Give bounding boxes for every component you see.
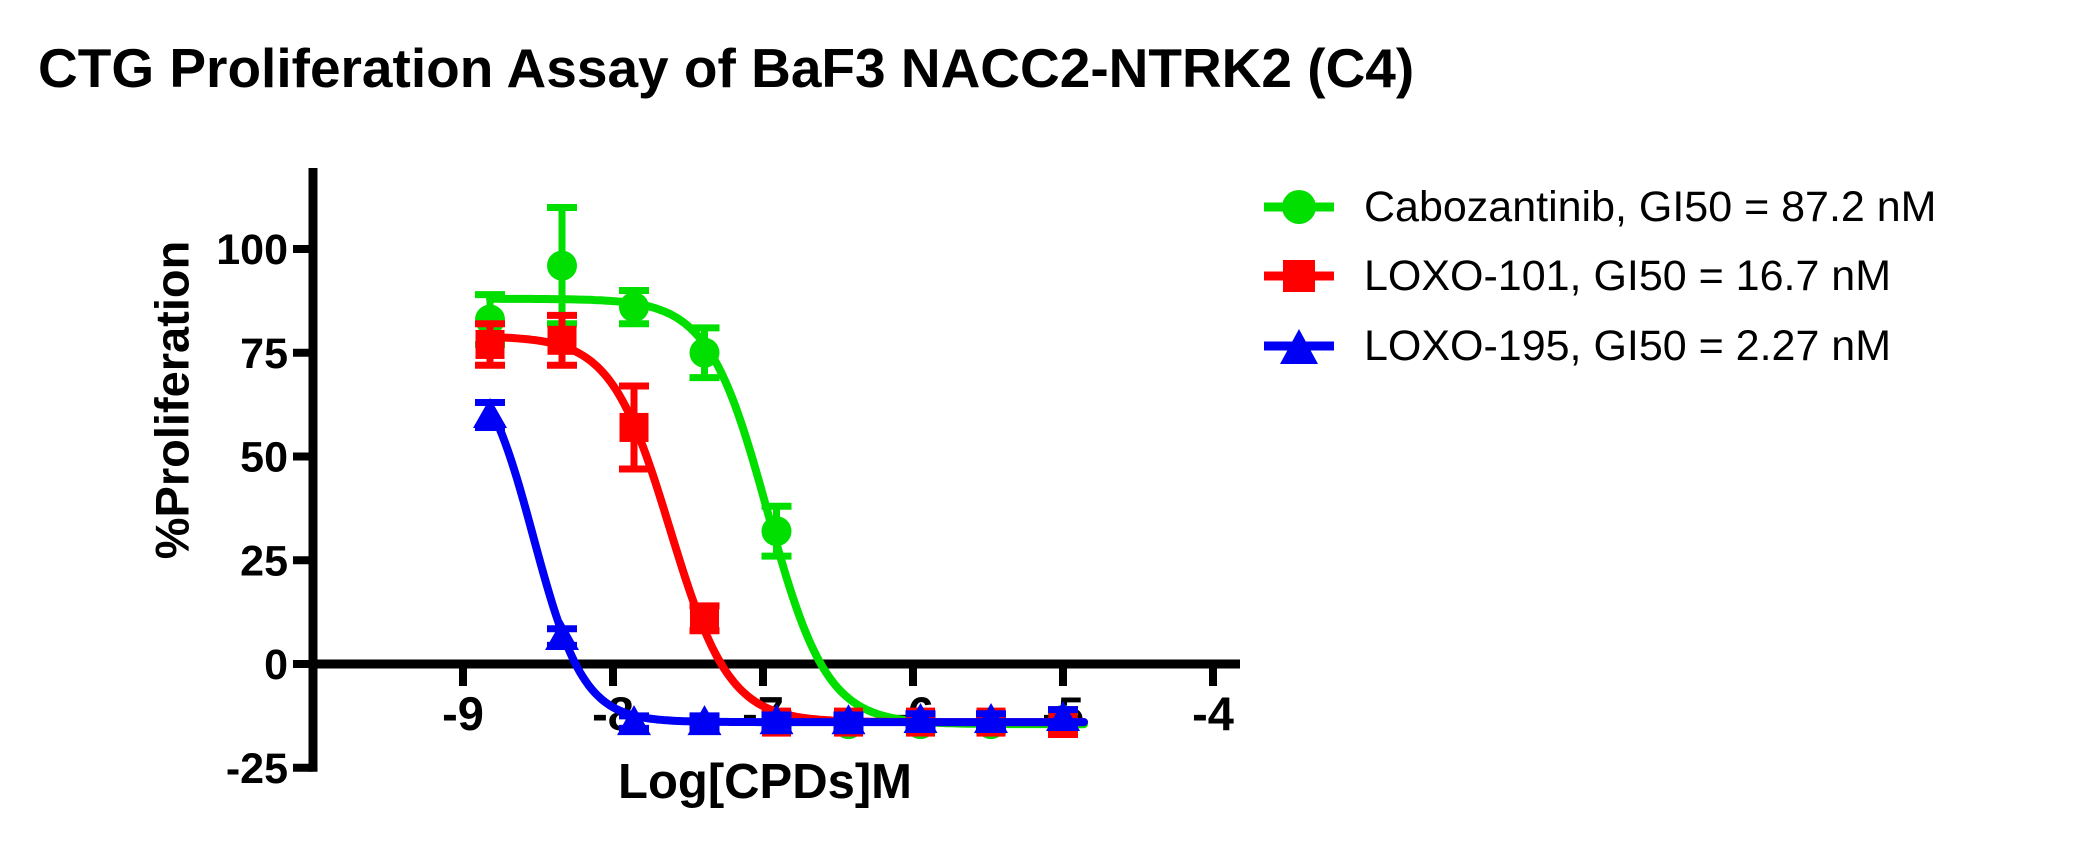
data-point-triangle [617,705,651,736]
x-tick-label: -4 [1192,687,1234,740]
y-tick-label: 50 [240,434,288,482]
circle-marker-icon [1264,190,1334,224]
y-tick-label: 25 [240,537,288,585]
data-point-triangle [831,704,866,735]
data-point-triangle [473,398,507,428]
data-point-circle [547,250,577,281]
data-point-square [475,329,505,359]
y-tick-label: -25 [226,745,288,793]
data-point-triangle [545,620,579,651]
legend-label-loxo-195: LOXO-195, GI50 = 2.27 nM [1364,321,1892,370]
data-point-circle [761,516,792,547]
data-point-triangle [687,705,722,736]
x-tick-label: -9 [442,687,484,740]
data-point-circle [689,337,720,368]
data-point-square [547,325,577,355]
data-point-circle [619,292,649,323]
y-tick-label: 75 [240,330,288,378]
legend-label-cabozantinib: Cabozantinib, GI50 = 87.2 nM [1364,182,1937,231]
y-tick-label: 100 [216,226,288,274]
square-marker-icon [1264,260,1334,292]
data-point-triangle [903,703,938,734]
data-point-square [690,603,719,633]
data-point-triangle [759,704,794,735]
triangle-marker-icon [1264,329,1334,364]
y-tick-label: 0 [264,641,288,689]
chart-title: CTG Proliferation Assay of BaF3 NACC2-NT… [38,37,1415,99]
data-point-square [619,412,649,442]
legend-square-red [1283,260,1315,292]
x-axis-title: Log[CPDs]M [618,755,912,809]
curve-loxo-195 [486,404,1088,727]
legend-item-loxo-195: LOXO-195, GI50 = 2.27 nM [1262,322,1891,370]
legend-circle-green [1282,190,1316,224]
legend-label-loxo-101: LOXO-101, GI50 = 16.7 nM [1364,251,1892,300]
legend-triangle-blue [1280,329,1318,364]
data-point-triangle [1046,700,1080,731]
legend-item-cabozantinib: Cabozantinib, GI50 = 87.2 nM [1262,183,1937,231]
data-point-triangle [974,703,1008,734]
legend-item-loxo-101: LOXO-101, GI50 = 16.7 nM [1262,252,1891,300]
